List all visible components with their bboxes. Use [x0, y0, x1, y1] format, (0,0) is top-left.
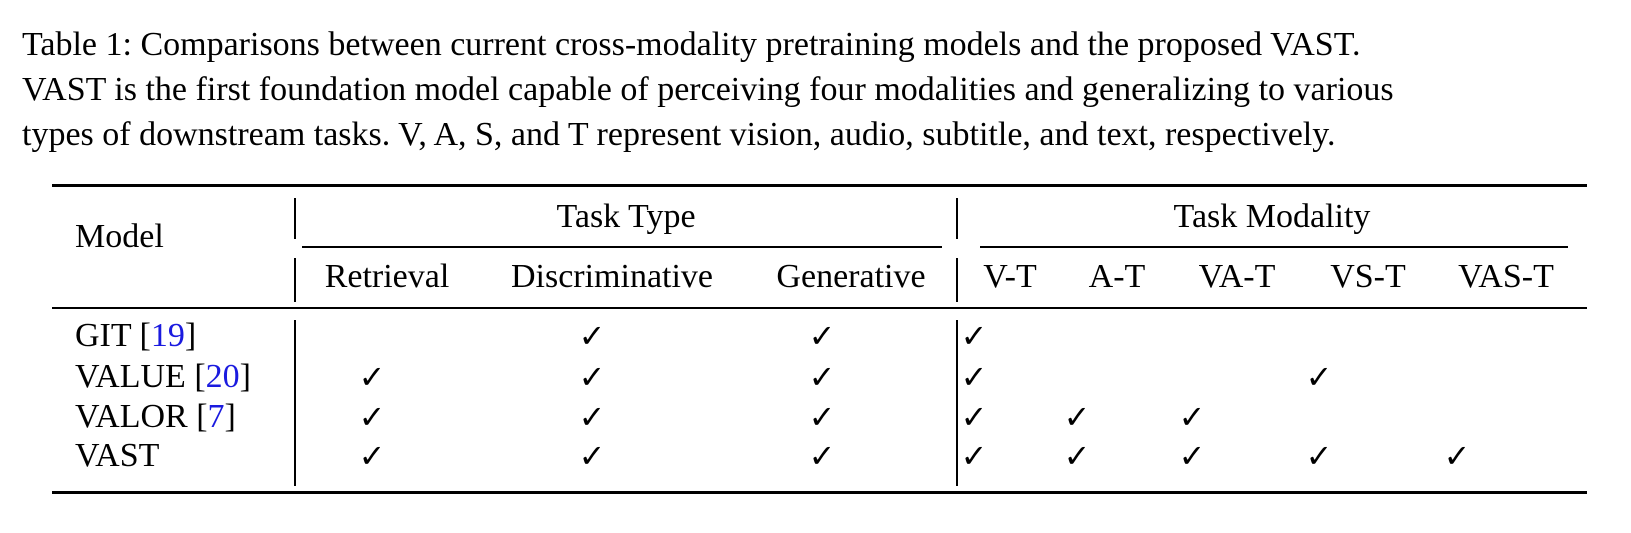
check-mark: ✓ — [960, 317, 988, 355]
column-header-a-t: A-T — [1088, 258, 1146, 295]
check-mark: ✓ — [960, 358, 988, 396]
check-mark: ✓ — [808, 358, 836, 396]
body-divider-model — [294, 320, 296, 486]
check-mark: ✓ — [808, 317, 836, 355]
caption-line-3: types of downstream tasks. V, A, S, and … — [22, 116, 1336, 153]
top-rule — [52, 184, 1587, 187]
check-mark: ✓ — [578, 398, 606, 436]
check-mark: ✓ — [1305, 437, 1333, 475]
check-mark: ✓ — [1178, 398, 1206, 436]
check-mark: ✓ — [1305, 358, 1333, 396]
column-header-retrieval: Retrieval — [324, 258, 450, 295]
check-mark: ✓ — [1063, 398, 1091, 436]
group-header-task-modality: Task Modality — [1173, 198, 1371, 235]
table-caption: Table 1: Comparisons between current cro… — [22, 22, 1617, 157]
check-mark: ✓ — [1063, 437, 1091, 475]
body-divider-group — [956, 320, 958, 486]
task-modality-underline — [980, 246, 1568, 248]
check-mark: ✓ — [358, 437, 386, 475]
header-divider-model-2 — [294, 258, 296, 302]
task-type-underline — [302, 246, 942, 248]
check-mark: ✓ — [960, 437, 988, 475]
caption-line-2: VAST is the first foundation model capab… — [22, 71, 1394, 108]
check-mark: ✓ — [1443, 437, 1471, 475]
check-mark: ✓ — [808, 398, 836, 436]
header-divider-model-1 — [294, 198, 296, 239]
column-header-discriminative: Discriminative — [510, 258, 714, 295]
column-header-generative: Generative — [776, 258, 926, 295]
check-mark: ✓ — [808, 437, 836, 475]
check-mark: ✓ — [358, 398, 386, 436]
check-mark: ✓ — [578, 437, 606, 475]
header-rule — [52, 307, 1587, 309]
header-divider-group-2 — [956, 258, 958, 302]
check-mark: ✓ — [578, 358, 606, 396]
column-header-va-t: VA-T — [1198, 258, 1276, 295]
header-divider-group-1 — [956, 198, 958, 239]
column-header-vs-t: VS-T — [1330, 258, 1406, 295]
model-header: Model — [75, 218, 164, 255]
check-mark: ✓ — [578, 317, 606, 355]
check-mark: ✓ — [1178, 437, 1206, 475]
column-header-v-t: V-T — [983, 258, 1037, 295]
caption-line-1: Table 1: Comparisons between current cro… — [22, 26, 1361, 63]
table-row-model: VALUE [20] — [75, 358, 251, 395]
citation-link[interactable]: 19 — [150, 317, 185, 354]
check-mark: ✓ — [358, 358, 386, 396]
table-row-model: GIT [19] — [75, 317, 197, 354]
column-header-vas-t: VAS-T — [1458, 258, 1554, 295]
table-row-model: VAST — [75, 437, 160, 474]
group-header-task-type: Task Type — [556, 198, 696, 235]
bottom-rule — [52, 491, 1587, 494]
table-row-model: VALOR [7] — [75, 398, 236, 435]
check-mark: ✓ — [960, 398, 988, 436]
citation-link[interactable]: 7 — [207, 398, 225, 435]
citation-link[interactable]: 20 — [205, 358, 240, 395]
